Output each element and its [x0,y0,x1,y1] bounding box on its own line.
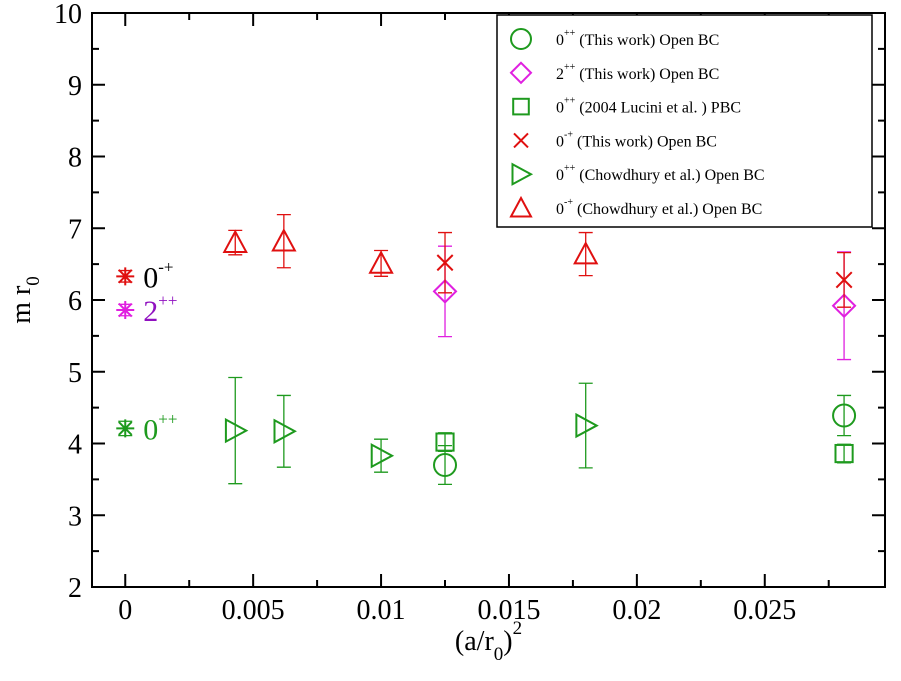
y-tick-label: 2 [68,573,82,604]
continuum-point-c3: 0++ [116,409,177,446]
data-point [370,443,395,469]
data-point [271,228,297,252]
plot-area: 0-+2++ 0++ [116,213,857,486]
error-bar [837,443,852,464]
y-axis-title: m r0 [6,276,44,324]
legend-label: 0++ (Chowdhury et al.) Open BC [556,163,765,184]
series-s3 [435,432,854,464]
x-axis-title: (a/r0)2 [455,618,522,665]
continuum-label: 0++ [143,409,177,446]
x-tick-label: 0.01 [357,595,406,626]
data-point [433,453,458,478]
error-bar [228,376,243,485]
data-point [832,403,857,428]
continuum-point-c2: 2++ [116,291,177,328]
data-point [273,418,297,444]
error-bar [578,231,593,277]
continuum-label: 2++ [143,291,177,328]
y-tick-label: 5 [68,358,82,389]
y-tick-label: 8 [68,143,82,174]
data-point [368,250,394,274]
data-point [835,271,853,289]
legend-marker [513,132,529,149]
legend-label: 0++ (2004 Lucini et al. ) PBC [556,96,741,117]
series-s1 [433,394,857,486]
data-point [573,240,599,265]
legend-label: 0-+ (This work) Open BC [556,129,717,150]
data-point [435,432,455,452]
error-bar [374,438,389,473]
error-bar [276,213,291,269]
series-s5 [224,376,599,485]
data-point [224,417,249,444]
data-point [834,443,854,464]
series-s4 [436,231,853,308]
y-tick-label: 3 [68,501,82,532]
data-point [116,301,135,320]
series-s6 [222,213,599,277]
x-tick-label: 0.025 [733,595,796,626]
legend-entry-s6: 0-+ (Chowdhury et al.) Open BC [509,195,762,218]
data-point [575,412,599,439]
legend-marker [510,28,532,50]
legend-label: 2++ (This work) Open BC [556,62,719,83]
data-point [116,419,135,438]
y-tick-label: 4 [68,430,82,461]
data-point [116,267,135,286]
legend-label: 0-+ (Chowdhury et al.) Open BC [556,197,762,218]
data-point [432,278,458,304]
y-tick-label: 7 [68,214,82,245]
y-tick-label: 9 [68,71,82,102]
x-tick-label: 0.02 [612,595,661,626]
data-point [831,293,857,319]
series-s2 [432,245,857,361]
legend-marker [509,61,533,85]
legend-entry-s5: 0++ (Chowdhury et al.) Open BC [511,162,765,186]
legend-entry-s2: 2++ (This work) Open BC [509,61,719,85]
error-bar [837,394,852,437]
legend-label: 0++ (This work) Open BC [556,28,719,49]
x-tick-label: 0.005 [222,595,285,626]
data-point [436,254,454,272]
error-bar [276,394,291,468]
legend-entry-s4: 0-+ (This work) Open BC [513,129,717,150]
legend-marker [512,97,530,116]
continuum-label: 0-+ [143,257,173,294]
legend-entry-s3: 0++ (2004 Lucini et al. ) PBC [512,96,741,117]
error-bar [438,432,453,453]
axes: 0 0.005 0.01 0.015 0.02 0.025 2 3 4 5 6 7 8 9 10 (a/r0)… [6,0,886,665]
y-tick-label: 10 [54,0,82,30]
legend-marker [509,195,533,218]
legend-marker [511,162,534,186]
error-bar [578,382,593,469]
data-point [222,229,248,253]
legend: 0++ (This work) Open BC 2++ (This work) O… [496,14,873,228]
legend-entry-s1: 0++ (This work) Open BC [510,28,719,50]
x-tick-label: 0 [118,595,132,626]
legend-box [496,14,873,228]
y-tick-label: 6 [68,286,82,317]
continuum-point-c1: 0-+ [116,257,174,294]
x-tick-label: 0.015 [477,595,540,626]
